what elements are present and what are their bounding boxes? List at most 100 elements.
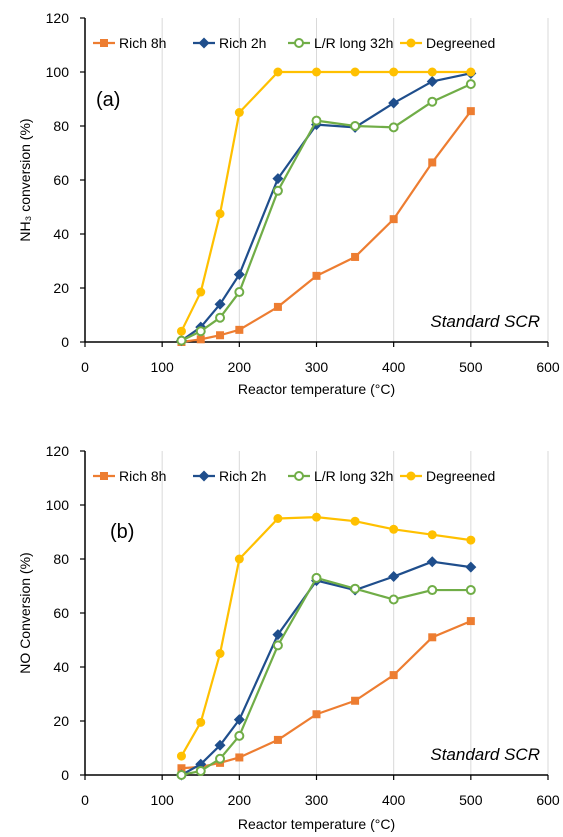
series-line [180,83,472,342]
data-point [466,535,476,545]
data-point [176,751,186,761]
data-point [311,115,322,126]
data-point [350,516,360,526]
series-l-r-long-32h [176,572,476,780]
panel-label: (b) [110,521,134,543]
data-point [466,107,475,116]
series-line [180,560,471,776]
y-tick-label: 60 [53,172,69,188]
x-tick-label: 0 [81,792,89,808]
y-tick-label: 20 [53,280,69,296]
data-point [196,335,205,344]
data-point [273,514,283,523]
data-point [389,67,399,77]
data-point [176,326,186,336]
legend-swatch-marker [198,37,210,49]
data-point [233,714,245,726]
y-tick-label: 100 [46,497,70,513]
legend-swatch-marker [198,470,210,482]
series-line [181,576,471,777]
data-point [426,75,438,87]
series-line [180,70,471,332]
data-point [388,594,399,605]
x-tick-label: 400 [382,359,406,375]
x-tick-label: 300 [305,359,329,375]
x-tick-label: 600 [536,359,560,375]
legend-item: Degreened [400,468,495,484]
data-point [272,185,283,196]
data-point [233,269,245,280]
x-tick-label: 600 [536,792,560,808]
y-tick-label: 40 [53,659,69,675]
legend-swatch-marker [406,38,416,48]
data-point [214,298,226,310]
series-line [181,620,472,770]
data-point [234,554,244,564]
series-degreened [176,67,476,336]
data-point [234,108,244,117]
legend-item: L/R long 32h [288,468,393,484]
x-tick-label: 400 [382,792,406,808]
y-tick-label: 80 [53,118,69,134]
chart-panel-a: 0 20 40 60 80 100 120 0 100 200 300 400 500 600 Reacto… [17,10,560,397]
data-point [312,512,321,522]
legend-label: Rich 2h [219,468,266,484]
data-point [350,121,361,131]
y-tick-label: 60 [53,605,69,621]
data-point [235,325,244,334]
data-point [234,287,245,298]
data-point [388,97,400,109]
data-point [389,671,398,680]
data-point [428,633,437,642]
data-point [196,287,206,297]
series-line [180,72,472,342]
data-point [273,67,283,77]
y-axis-title: NH₃ conversion (%) [17,118,33,241]
data-point [388,571,400,583]
legend-item: Rich 8h [93,35,166,51]
series-line [180,516,471,757]
data-point [196,717,206,727]
legend-item: L/R long 32h [288,35,393,51]
data-point [312,67,321,77]
data-point [215,312,226,323]
data-point [216,331,225,340]
data-point [235,753,244,762]
data-point [428,158,437,167]
data-point [466,617,475,626]
legend-item: Rich 2h [193,35,266,51]
x-tick-label: 0 [81,359,89,375]
data-point [466,67,476,77]
x-tick-label: 200 [228,359,252,375]
data-point [214,739,226,751]
data-point [177,764,186,773]
data-point [389,524,399,534]
y-tick-label: 20 [53,713,69,729]
x-tick-label: 100 [150,359,174,375]
legend-label: L/R long 32h [314,468,393,484]
legend-item: Rich 2h [193,468,266,484]
y-tick-label: 120 [46,10,70,26]
data-point [311,572,322,583]
data-point [427,530,437,540]
data-point [351,252,360,261]
series-line [181,110,472,344]
data-point [272,640,283,651]
series-degreened [176,512,476,761]
data-point [234,730,245,741]
legend-label: Rich 8h [119,35,166,51]
data-point [312,710,321,719]
annotation-standard-scr: Standard SCR [430,745,540,764]
legend-item: Degreened [400,35,495,51]
legend-swatch-marker [294,38,304,48]
y-tick-label: 80 [53,551,69,567]
series-l-r-long-32h [176,79,476,346]
legend-label: Degreened [426,468,495,484]
annotation-standard-scr: Standard SCR [430,312,540,331]
data-point [465,585,476,596]
legend-label: Rich 2h [219,35,266,51]
x-tick-label: 200 [228,792,252,808]
legend-item: Rich 8h [93,468,166,484]
